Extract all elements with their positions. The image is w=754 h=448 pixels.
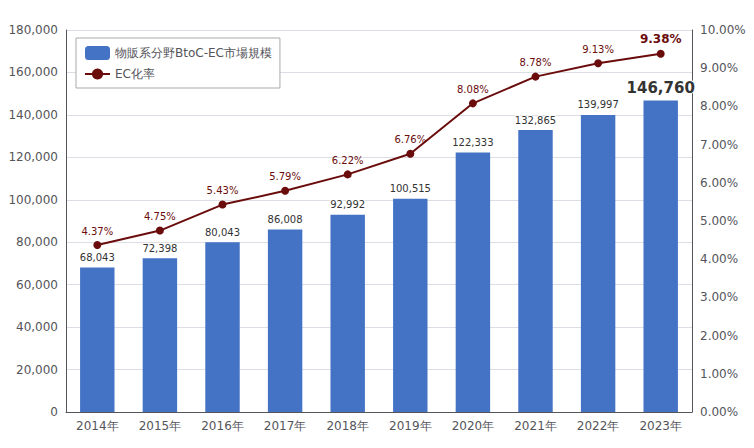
svg-text:2020年: 2020年: [452, 419, 495, 433]
svg-text:92,992: 92,992: [330, 199, 365, 210]
svg-text:EC化率: EC化率: [115, 67, 155, 81]
svg-text:5.79%: 5.79%: [269, 171, 301, 182]
svg-text:2016年: 2016年: [201, 419, 244, 433]
svg-text:10.00%: 10.00%: [700, 23, 746, 37]
svg-text:5.43%: 5.43%: [207, 185, 239, 196]
svg-text:6.22%: 6.22%: [332, 155, 364, 166]
svg-text:160,000: 160,000: [8, 65, 58, 79]
svg-text:2015年: 2015年: [139, 419, 182, 433]
svg-text:4.75%: 4.75%: [144, 211, 176, 222]
svg-text:6.76%: 6.76%: [394, 134, 426, 145]
svg-text:4.00%: 4.00%: [700, 252, 738, 266]
svg-text:8.08%: 8.08%: [457, 84, 489, 95]
svg-text:68,043: 68,043: [80, 252, 115, 263]
svg-text:物販系分野BtoC-EC市場規模: 物販系分野BtoC-EC市場規模: [115, 46, 272, 60]
svg-text:9.00%: 9.00%: [700, 61, 738, 75]
svg-text:20,000: 20,000: [16, 363, 58, 377]
svg-text:9.38%: 9.38%: [640, 32, 682, 46]
svg-text:8.00%: 8.00%: [700, 99, 738, 113]
svg-text:0: 0: [50, 405, 58, 419]
svg-text:100,515: 100,515: [390, 183, 431, 194]
svg-text:4.37%: 4.37%: [81, 226, 113, 237]
svg-text:140,000: 140,000: [8, 108, 58, 122]
svg-text:2018年: 2018年: [326, 419, 369, 433]
svg-text:9.13%: 9.13%: [582, 44, 614, 55]
svg-text:2022年: 2022年: [577, 419, 620, 433]
svg-text:6.00%: 6.00%: [700, 176, 738, 190]
svg-text:132,865: 132,865: [515, 115, 556, 126]
svg-text:2021年: 2021年: [514, 419, 557, 433]
svg-text:1.00%: 1.00%: [700, 367, 738, 381]
svg-text:86,008: 86,008: [268, 214, 303, 225]
svg-text:80,000: 80,000: [16, 235, 58, 249]
svg-text:180,000: 180,000: [8, 23, 58, 37]
svg-text:139,997: 139,997: [577, 99, 618, 110]
svg-text:2019年: 2019年: [389, 419, 432, 433]
svg-text:2023年: 2023年: [639, 419, 682, 433]
svg-text:80,043: 80,043: [205, 227, 240, 238]
svg-text:122,333: 122,333: [452, 137, 493, 148]
svg-text:40,000: 40,000: [16, 320, 58, 334]
svg-text:3.00%: 3.00%: [700, 290, 738, 304]
svg-text:8.78%: 8.78%: [520, 57, 552, 68]
svg-text:100,000: 100,000: [8, 193, 58, 207]
svg-text:5.00%: 5.00%: [700, 214, 738, 228]
svg-text:0.00%: 0.00%: [700, 405, 738, 419]
svg-text:2017年: 2017年: [264, 419, 307, 433]
svg-text:2.00%: 2.00%: [700, 329, 738, 343]
svg-text:2014年: 2014年: [76, 419, 119, 433]
svg-text:60,000: 60,000: [16, 278, 58, 292]
svg-text:146,760: 146,760: [627, 79, 695, 97]
svg-text:7.00%: 7.00%: [700, 138, 738, 152]
svg-text:72,398: 72,398: [142, 243, 177, 254]
svg-text:120,000: 120,000: [8, 150, 58, 164]
